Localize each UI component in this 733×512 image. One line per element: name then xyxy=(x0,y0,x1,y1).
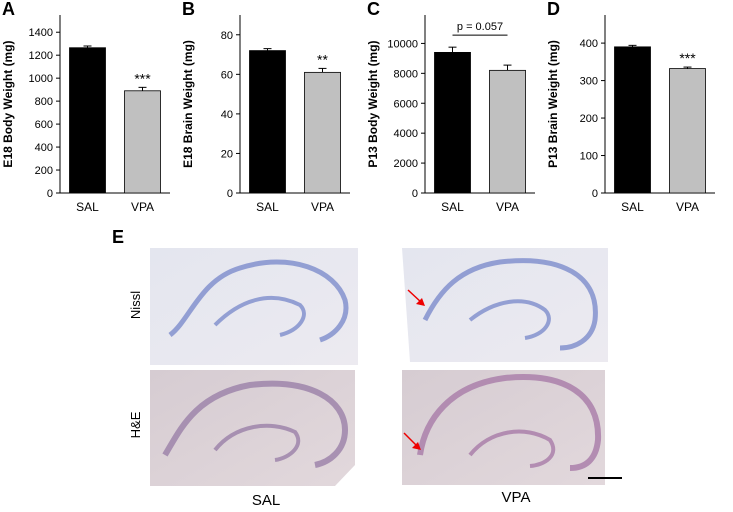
bar xyxy=(304,71,341,194)
y-tick-label: 800 xyxy=(35,96,53,108)
bar xyxy=(669,68,706,194)
tissue xyxy=(468,429,556,468)
y-tick-label: 600 xyxy=(35,119,53,131)
y-tick-label: 40 xyxy=(221,109,233,121)
annotation: *** xyxy=(679,50,696,66)
tissue xyxy=(417,374,602,471)
y-tick-label: 200 xyxy=(580,113,598,125)
y-tick-label: 300 xyxy=(580,76,598,88)
y-tick-label: 2000 xyxy=(394,158,418,170)
y-tick-label: 60 xyxy=(221,69,233,81)
y-tick-label: 0 xyxy=(47,188,53,200)
x-tick-label: VPA xyxy=(676,200,699,214)
y-tick-label: 8000 xyxy=(394,68,418,80)
panel-letter: B xyxy=(182,0,195,19)
y-tick-label: 4000 xyxy=(394,128,418,140)
tissue xyxy=(213,296,306,337)
y-axis-label: E18 Brain Weight (mg) xyxy=(181,40,195,168)
y-axis-label: P13 Body Weight (mg) xyxy=(366,40,380,167)
y-axis-label: P13 Brain Weight (mg) xyxy=(546,40,560,168)
column-label: SAL xyxy=(252,492,280,509)
y-tick-label: 6000 xyxy=(394,98,418,110)
y-tick-label: 400 xyxy=(35,142,53,154)
bar xyxy=(124,90,161,194)
tissue xyxy=(168,259,349,343)
panel-letter: C xyxy=(367,0,380,19)
x-tick-label: SAL xyxy=(441,200,464,214)
bar xyxy=(489,69,526,194)
y-tick-label: 1400 xyxy=(29,27,53,39)
arrow-head xyxy=(416,298,425,306)
arrow-head xyxy=(412,442,421,450)
x-tick-label: VPA xyxy=(131,200,154,214)
y-tick-label: 0 xyxy=(592,188,598,200)
tissue xyxy=(468,299,551,340)
nissl-sal-image xyxy=(150,248,358,365)
y-axis-label: E18 Body Weight (mg) xyxy=(1,40,15,167)
annotation: ** xyxy=(317,51,328,67)
x-tick-label: VPA xyxy=(496,200,519,214)
bar xyxy=(434,51,471,194)
y-tick-label: 0 xyxy=(227,188,233,200)
y-tick-label: 10000 xyxy=(387,38,418,50)
x-tick-label: SAL xyxy=(256,200,279,214)
tissue xyxy=(422,258,598,351)
y-tick-label: 0 xyxy=(412,188,418,200)
nissl-vpa-image xyxy=(402,248,608,362)
panel-letter: A xyxy=(2,0,15,19)
column-label: VPA xyxy=(502,489,531,506)
tissue xyxy=(213,423,301,462)
x-tick-label: SAL xyxy=(621,200,644,214)
panel-letter: E xyxy=(112,227,124,247)
row-label: Nissl xyxy=(128,291,143,319)
y-tick-label: 200 xyxy=(35,165,53,177)
annotation: p = 0.057 xyxy=(457,21,503,33)
x-tick-label: SAL xyxy=(76,200,99,214)
y-tick-label: 100 xyxy=(580,151,598,163)
tissue xyxy=(162,380,349,468)
annotation: *** xyxy=(134,70,151,86)
row-label: H&E xyxy=(128,411,143,438)
bar xyxy=(614,46,651,194)
x-tick-label: VPA xyxy=(311,200,334,214)
y-tick-label: 1200 xyxy=(29,50,53,62)
y-tick-label: 400 xyxy=(580,38,598,50)
y-tick-label: 1000 xyxy=(29,73,53,85)
bar xyxy=(249,50,286,194)
y-tick-label: 80 xyxy=(221,30,233,42)
bar xyxy=(69,47,106,194)
histology xyxy=(150,248,622,486)
y-tick-label: 20 xyxy=(221,148,233,160)
panel-letter: D xyxy=(547,0,560,19)
